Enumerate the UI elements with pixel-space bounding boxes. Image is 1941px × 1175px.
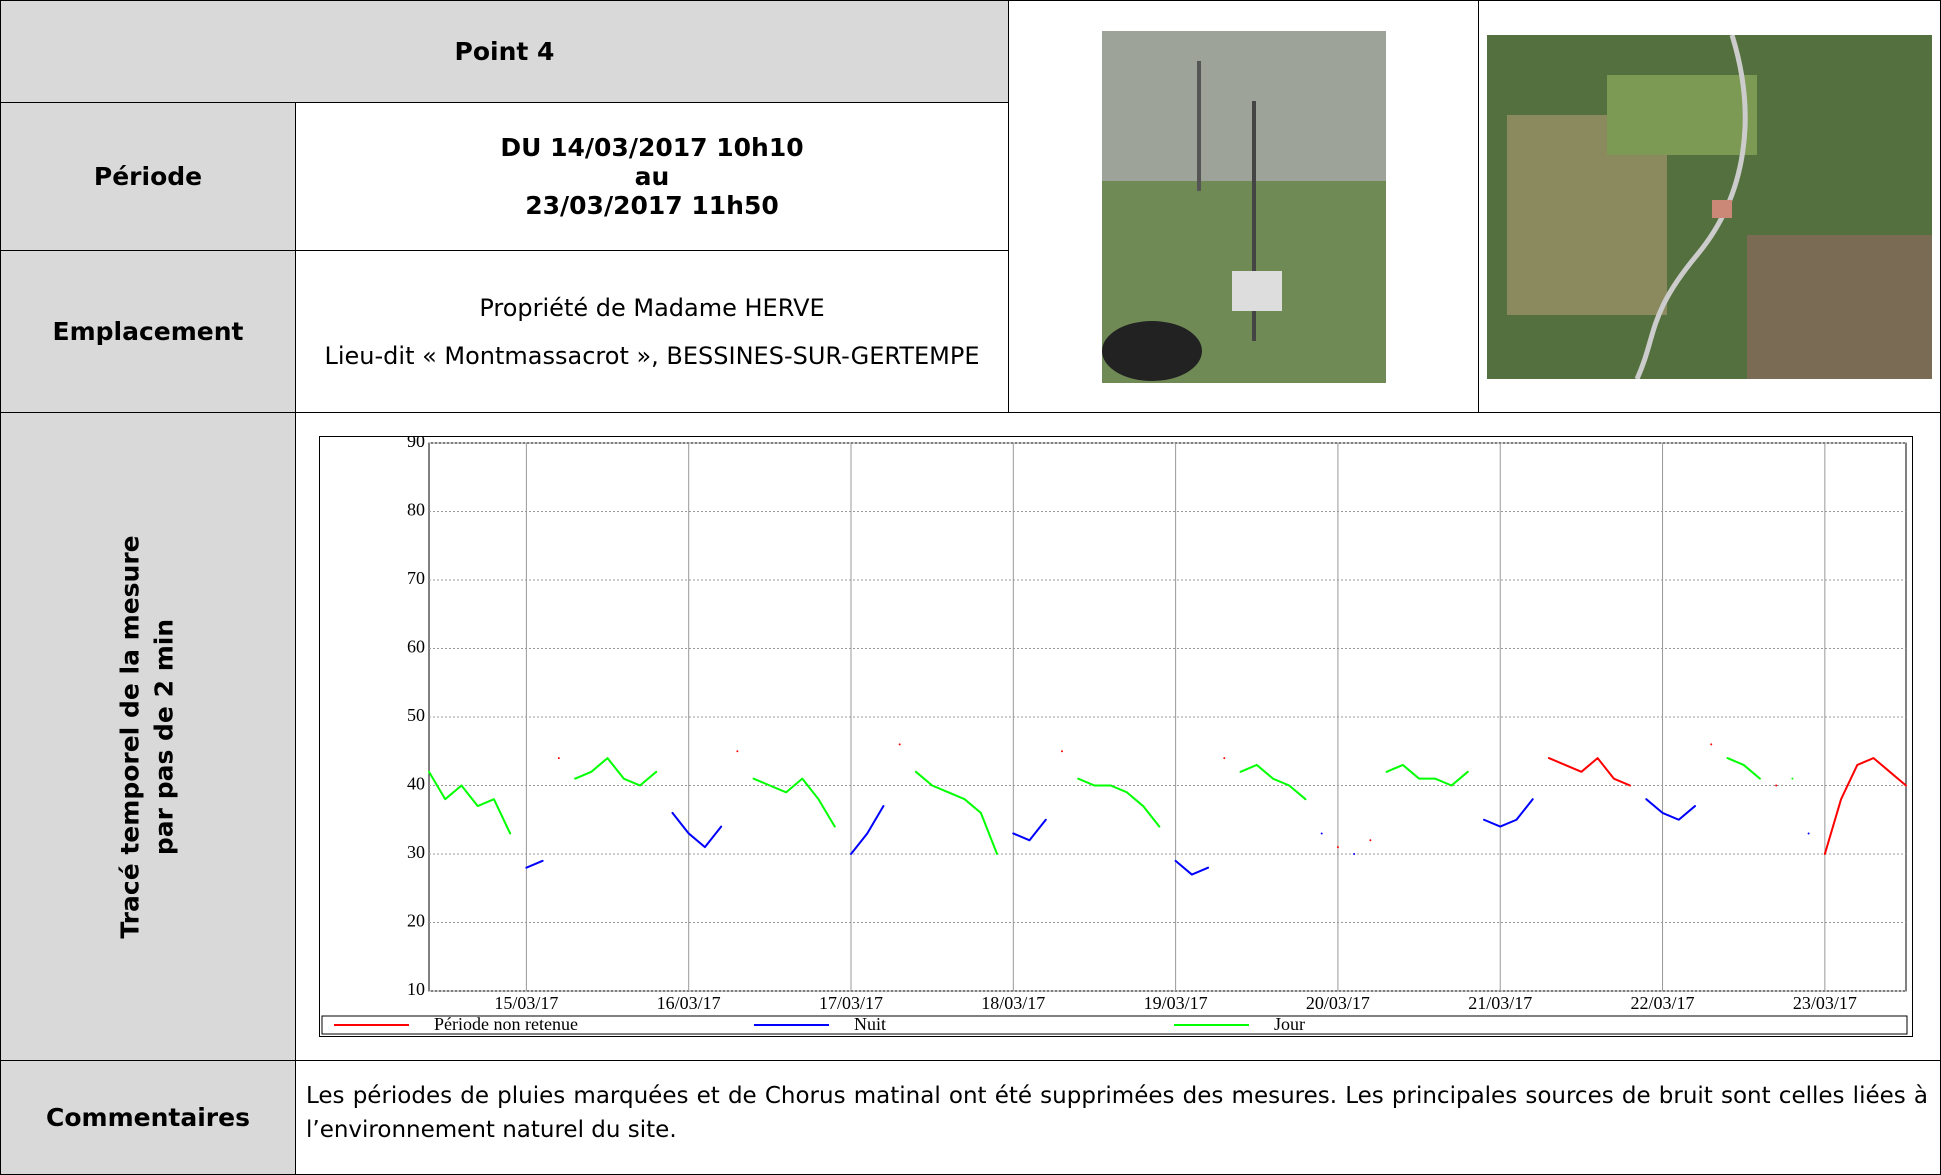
legend-frame	[321, 1015, 1908, 1035]
y-tick-label: 60	[407, 637, 425, 657]
period-cell: DU 14/03/2017 10h10 au 23/03/2017 11h50	[295, 102, 1009, 251]
photo-cell	[1008, 0, 1479, 413]
label: Commentaires	[46, 1103, 250, 1132]
y-tick-label: 90	[407, 436, 425, 451]
label: Tracé temporel de la mesure	[116, 534, 145, 939]
period-line: 23/03/2017 11h50	[525, 191, 779, 220]
y-tick-label: 10	[407, 979, 425, 999]
series-line	[557, 743, 1907, 855]
x-tick-label: 20/03/17	[1306, 993, 1370, 1013]
series-line	[428, 757, 1794, 855]
comment: Les périodes de pluies marquées et de Ch…	[306, 1083, 1928, 1143]
x-tick-label: 19/03/17	[1144, 993, 1208, 1013]
period-line: DU 14/03/2017 10h10	[500, 133, 804, 162]
aerial-photo	[1487, 34, 1932, 379]
x-tick-label: 23/03/17	[1793, 993, 1857, 1013]
x-tick-label: 15/03/17	[494, 993, 558, 1013]
comment-cell: Les périodes de pluies marquées et de Ch…	[295, 1060, 1941, 1175]
label-cell: Période	[0, 102, 296, 251]
x-tick-label: 18/03/17	[981, 993, 1045, 1013]
location-line: Propriété de Madame HERVE	[479, 293, 825, 322]
label: Emplacement	[52, 317, 244, 346]
map-cell	[1478, 0, 1941, 413]
title: Point 4	[454, 37, 555, 66]
location-line: Lieu-dit « Montmassacrot », BESSINES-SUR…	[324, 341, 980, 370]
legend-label: Période non retenue	[434, 1014, 578, 1034]
location-cell: Propriété de Madame HERVE Lieu-dit « Mont…	[295, 250, 1009, 413]
label-cell: Tracé temporel de la mesure par pas de 2 …	[0, 412, 296, 1061]
x-tick-label: 17/03/17	[819, 993, 883, 1013]
header-cell: Point 4	[0, 0, 1009, 103]
vertical-label: Tracé temporel de la mesure par pas de 2 …	[114, 535, 182, 938]
y-tick-label: 50	[407, 705, 425, 725]
site-photo	[1101, 30, 1386, 383]
series-line	[525, 798, 1810, 876]
legend-label: Jour	[1274, 1014, 1305, 1034]
y-tick-label: 20	[407, 911, 425, 931]
y-tick-label: 30	[407, 842, 425, 862]
y-tick-label: 40	[407, 774, 425, 794]
label: par pas de 2 min	[150, 618, 179, 855]
label-cell: Commentaires	[0, 1060, 296, 1175]
chart: 10 20 30 40 50 60 70 80 90 15/03/17 16/03/17 17/03/…	[319, 436, 1913, 1037]
period-line: au	[634, 162, 670, 191]
label-cell: Emplacement	[0, 250, 296, 413]
label: Période	[93, 162, 203, 191]
x-tick-label: 21/03/17	[1468, 993, 1532, 1013]
legend-label: Nuit	[854, 1014, 886, 1034]
y-tick-label: 70	[407, 568, 425, 588]
x-tick-label: 16/03/17	[657, 993, 721, 1013]
chart-frame	[319, 436, 1913, 1037]
y-tick-label: 80	[407, 500, 425, 520]
x-tick-label: 22/03/17	[1631, 993, 1695, 1013]
